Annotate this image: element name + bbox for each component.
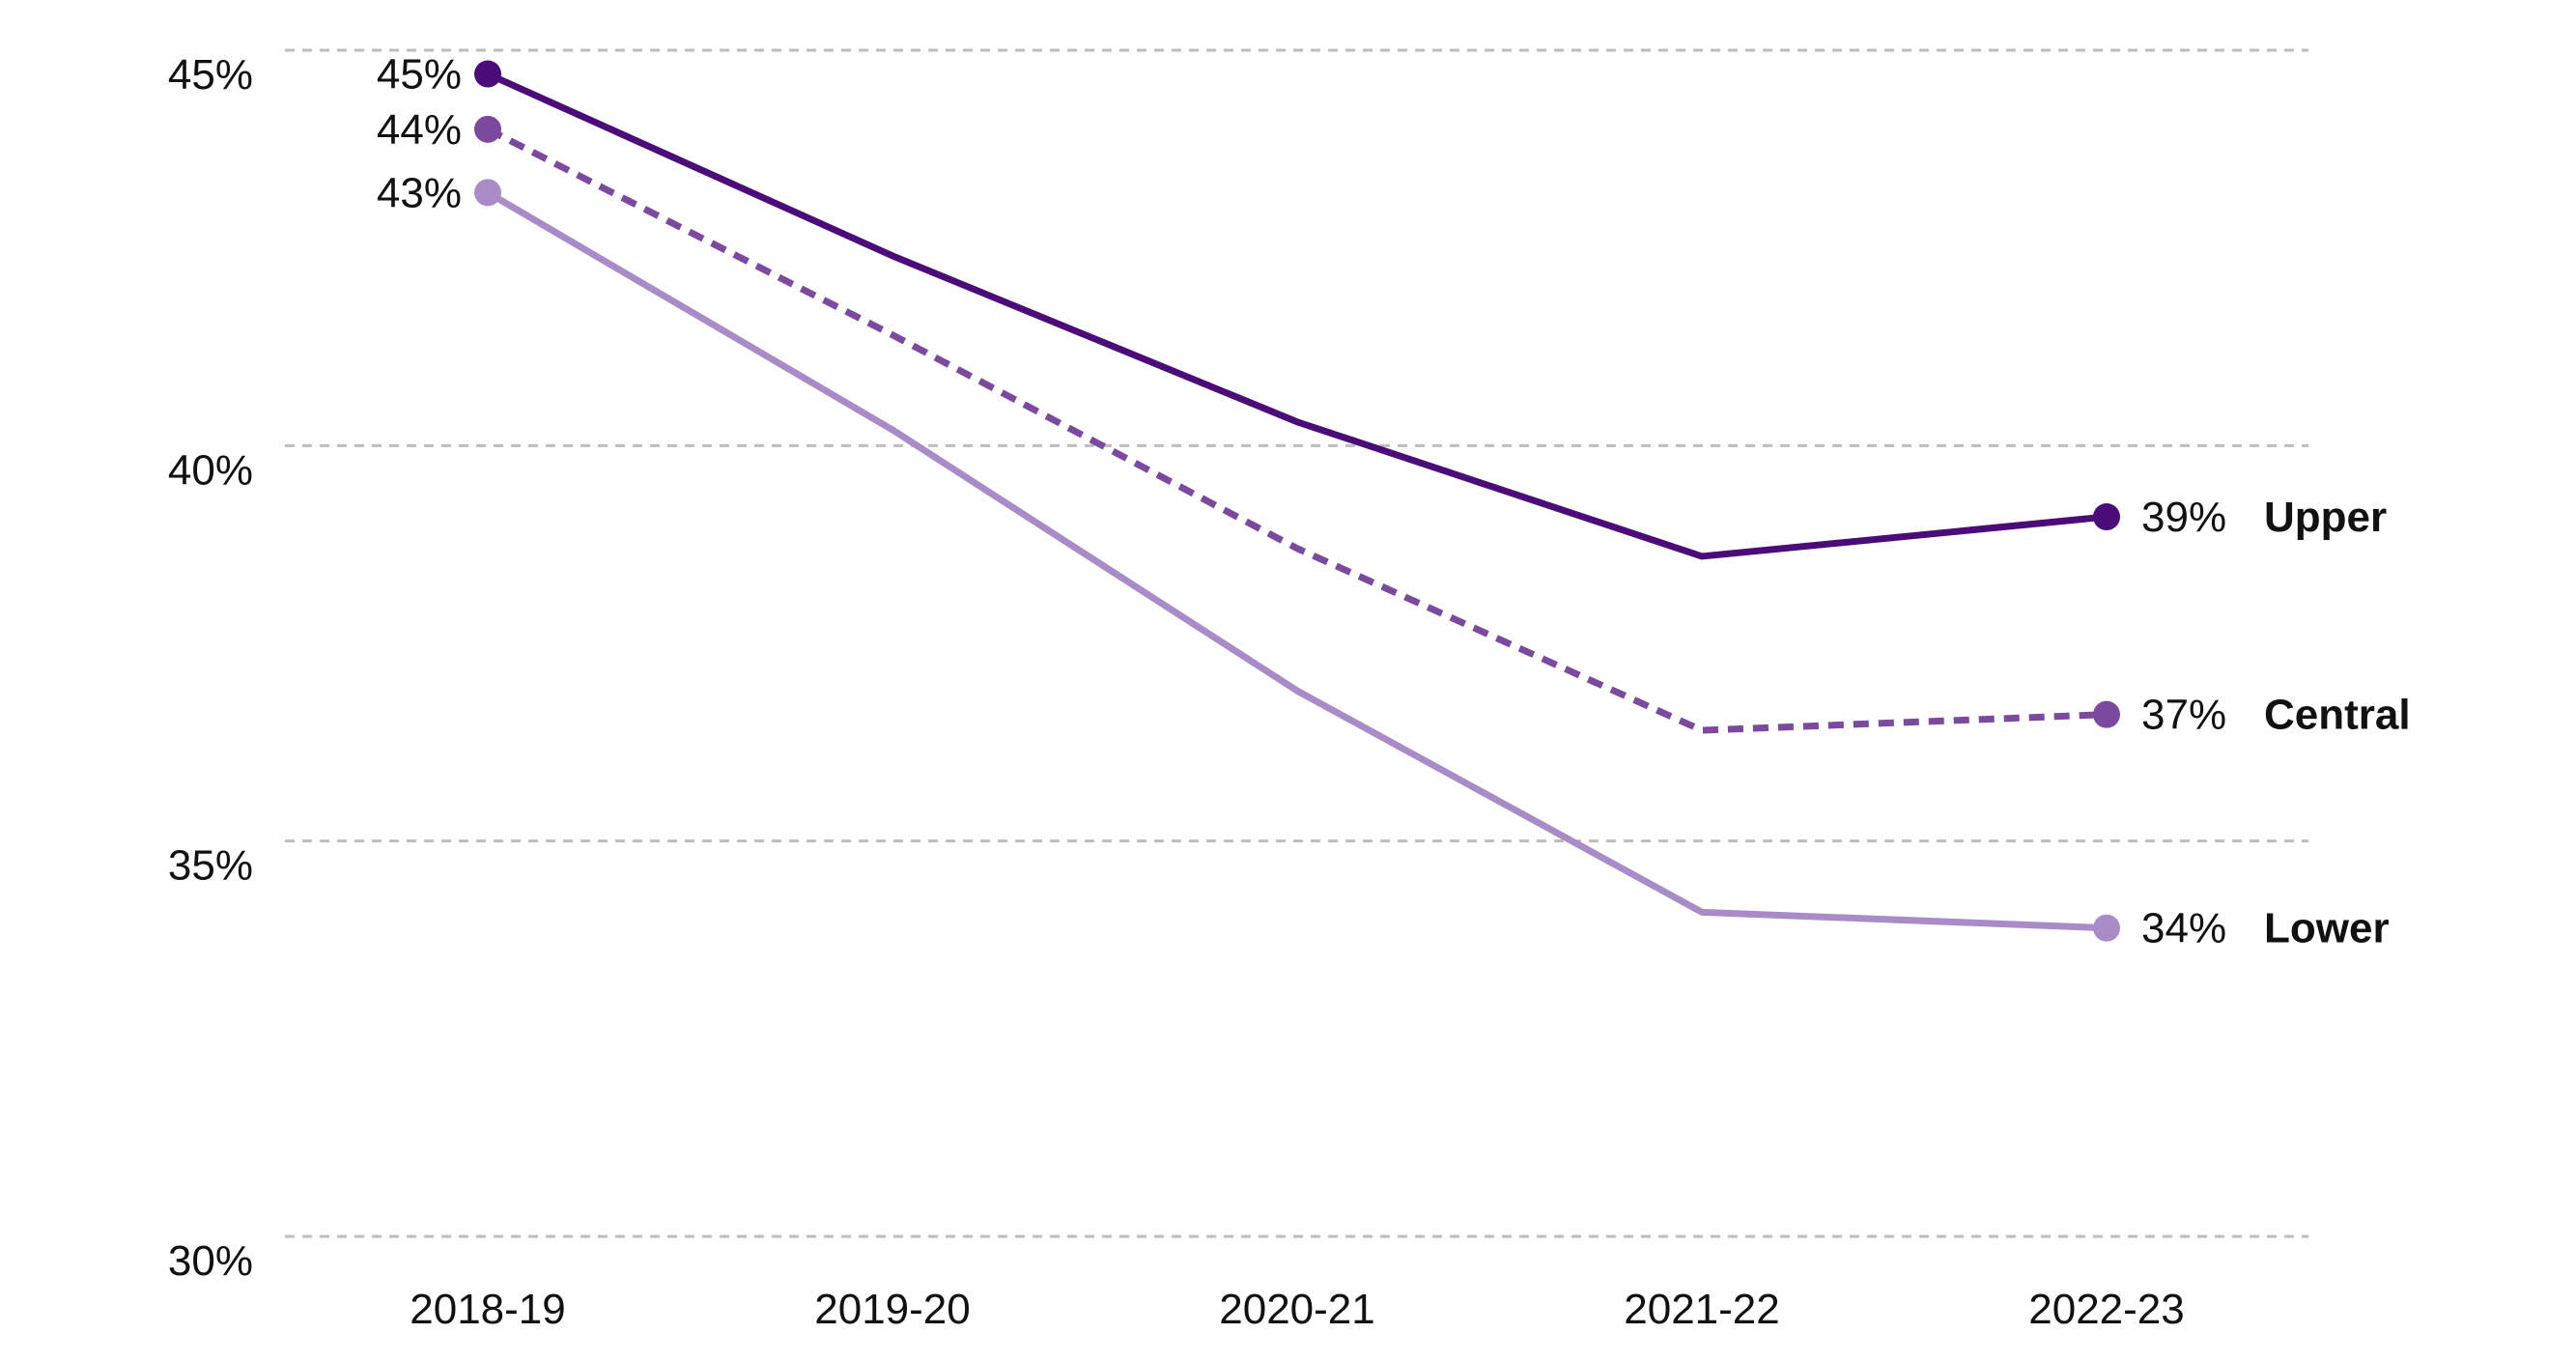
- series-name-label-lower: Lower: [2264, 905, 2390, 952]
- series-line-central: [486, 126, 2108, 734]
- y-tick-label: 30%: [168, 1237, 253, 1285]
- start-value-label-upper: 45%: [377, 51, 462, 99]
- point-marker-lower-end: [2093, 914, 2120, 942]
- data-labels: 45% 39% Upper 44% 37% Central 43% 34% Lower: [377, 51, 2411, 952]
- gridlines: [285, 48, 2308, 1238]
- end-value-label-upper: 39%: [2141, 494, 2226, 541]
- y-axis-tick-labels: 30% 35% 40% 45%: [168, 51, 253, 1285]
- x-tick-label: 2021-22: [1624, 1286, 1779, 1333]
- point-marker-lower-start: [474, 179, 501, 207]
- y-tick-label: 35%: [168, 842, 253, 890]
- series-name-label-upper: Upper: [2264, 494, 2387, 541]
- point-marker-central-end: [2093, 700, 2120, 728]
- x-tick-label: 2018-19: [410, 1286, 565, 1333]
- start-value-label-lower: 43%: [377, 169, 462, 216]
- end-value-label-central: 37%: [2141, 692, 2226, 739]
- series-line-lower: [486, 189, 2108, 932]
- x-tick-label: 2022-23: [2028, 1286, 2184, 1333]
- x-axis-tick-labels: 2018-19 2019-20 2020-21 2021-22 2022-23: [410, 1286, 2184, 1333]
- start-value-label-central: 44%: [377, 106, 462, 154]
- series-line-upper: [486, 71, 2108, 560]
- series-name-label-central: Central: [2264, 692, 2411, 739]
- point-marker-upper-end: [2093, 503, 2120, 531]
- point-marker-upper-start: [474, 60, 501, 88]
- y-tick-label: 40%: [168, 446, 253, 494]
- end-value-label-lower: 34%: [2141, 905, 2226, 952]
- x-tick-label: 2019-20: [814, 1286, 970, 1333]
- x-tick-label: 2020-21: [1219, 1286, 1374, 1333]
- series-lines: [474, 60, 2120, 942]
- y-tick-label: 45%: [168, 51, 253, 99]
- point-marker-central-start: [474, 115, 501, 143]
